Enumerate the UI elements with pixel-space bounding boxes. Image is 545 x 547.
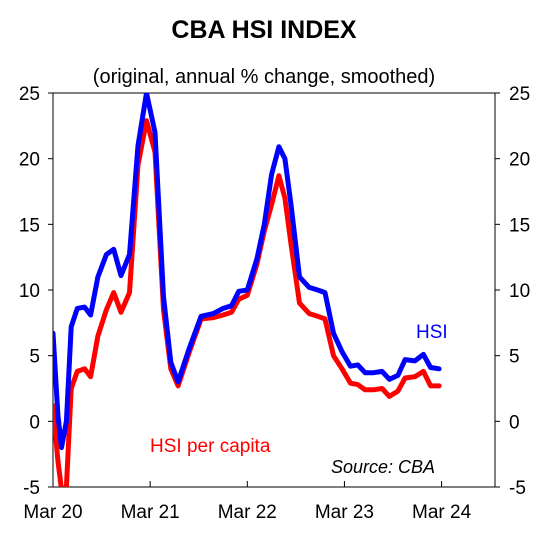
y-tick-label-right: 5 <box>509 347 520 368</box>
series-line-hsi-per-capita <box>53 118 442 487</box>
y-tick-label-left: 0 <box>29 412 40 433</box>
x-tick-label: Mar 24 <box>412 502 472 523</box>
chart-subtitle: (original, annual % change, smoothed) <box>93 66 435 88</box>
y-tick-label-right: 15 <box>509 215 530 236</box>
y-tick-label-left: 20 <box>19 150 40 171</box>
x-tick-label: Mar 22 <box>218 502 277 523</box>
x-tick-label: Mar 20 <box>23 502 82 523</box>
y-tick-label-right: 20 <box>509 150 530 171</box>
plot-frame <box>52 92 496 488</box>
y-tick-label-left: 25 <box>19 84 40 105</box>
chart-title: CBA HSI INDEX <box>171 16 357 44</box>
y-tick-label-right: 0 <box>509 412 520 433</box>
y-tick-label-left: 10 <box>19 281 40 302</box>
y-axis-left: -5 0 5 10 15 20 25 <box>19 84 53 499</box>
x-tick-label: Mar 21 <box>121 502 180 523</box>
y-tick-label-right: 10 <box>509 281 530 302</box>
series-label-hsi: HSI <box>416 322 448 343</box>
y-tick-label-right: -5 <box>509 478 526 499</box>
y-tick-label-right: 25 <box>509 84 530 105</box>
y-axis-right: -5 0 5 10 15 20 25 <box>495 84 530 499</box>
series-line-hsi <box>53 93 442 451</box>
series-layer <box>53 93 442 487</box>
y-tick-label-left: -5 <box>23 478 40 499</box>
series-label-hsi-per-capita: HSI per capita <box>150 436 271 457</box>
source-note: Source: CBA <box>331 457 435 477</box>
x-axis: Mar 20 Mar 21 Mar 22 Mar 23 Mar 24 <box>23 481 472 523</box>
y-tick-label-left: 5 <box>29 347 40 368</box>
y-tick-label-left: 15 <box>19 215 40 236</box>
x-tick-label: Mar 23 <box>315 502 374 523</box>
